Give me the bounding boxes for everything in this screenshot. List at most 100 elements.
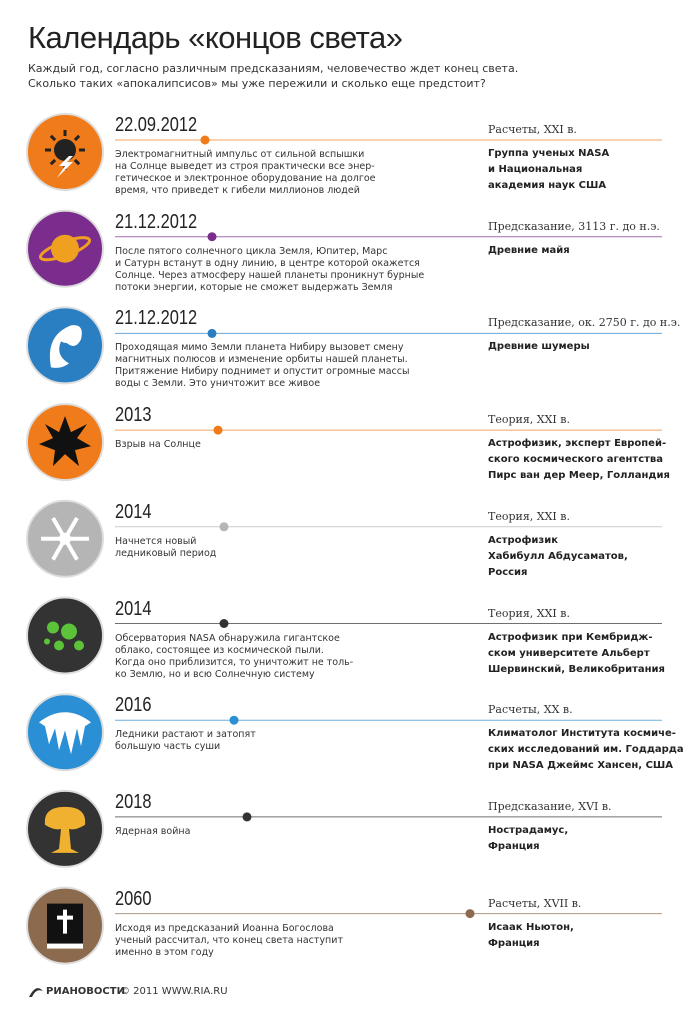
timeline-dot	[213, 425, 223, 435]
source: ском университете Альберт	[488, 647, 650, 659]
description: большую часть суши	[115, 741, 221, 753]
source: Нострадамус,	[488, 824, 569, 836]
description: Солнце. Через атмосферу нашей планеты пр…	[115, 269, 425, 281]
source-type: Предсказание, XVI в.	[488, 799, 612, 813]
description: ледниковый период	[115, 547, 217, 559]
title: Календарь «концов света»	[28, 20, 403, 55]
icon-glyph	[61, 623, 77, 640]
description: Взрыв на Солнце	[115, 439, 201, 451]
icon-glyph	[57, 156, 73, 178]
date: 21.12.2012	[115, 307, 198, 330]
logo-icon	[29, 988, 43, 997]
source: Франция	[488, 937, 540, 949]
description: облако, состоящее из космической пыли.	[115, 644, 324, 656]
timeline-dot	[242, 812, 252, 822]
source: ского космического агентства	[488, 454, 663, 466]
icon-glyph	[39, 416, 91, 467]
subtitle: Каждый год, согласно различным предсказа…	[28, 62, 519, 75]
description: Проходящая мимо Земли планета Нибиру выз…	[115, 342, 404, 354]
date: 2060	[115, 887, 152, 910]
icon-glyph	[49, 325, 82, 368]
icon-glyph	[39, 712, 91, 755]
date: 2013	[115, 404, 152, 427]
icon	[44, 621, 84, 651]
footer-logo: РИАНОВОСТИ	[46, 986, 125, 997]
subtitle: Сколько таких «апокалипсисов» мы уже пер…	[28, 77, 486, 90]
icon-glyph	[74, 640, 84, 651]
icon-glyph	[49, 134, 57, 142]
source: Климатолог Института космиче-	[488, 728, 676, 740]
date: 2018	[115, 790, 152, 813]
description: Когда оно приблизится, то уничтожит не т…	[115, 656, 354, 668]
source: академия наук США	[488, 180, 607, 191]
description: Обсерватория NASA обнаружила гигантское	[115, 632, 340, 644]
source: Шервинский, Великобритания	[488, 663, 665, 675]
source-type: Теория, XXI в.	[488, 413, 570, 427]
icon-glyph	[38, 236, 92, 262]
icon	[44, 806, 86, 853]
icon-glyph	[49, 158, 57, 166]
icon-glyph	[57, 909, 73, 934]
description: воды с Земли. Это уничтожит все живое	[115, 378, 321, 390]
icon	[47, 903, 83, 949]
source: Франция	[488, 840, 540, 852]
description: После пятого солнечного цикла Земля, Юпи…	[115, 245, 388, 257]
timeline-dot	[219, 619, 229, 628]
date: 2014	[115, 500, 152, 523]
source-type: Теория, XXI в.	[488, 606, 570, 620]
icon	[41, 517, 89, 561]
source: Группа ученых NASA	[488, 148, 610, 159]
description: Начнется новый	[115, 535, 197, 547]
description: и Сатурн встанут в одну линию, в центре …	[115, 257, 420, 269]
icon	[49, 325, 82, 368]
source: ских исследований им. Годдарда	[488, 744, 684, 756]
icon-glyph	[47, 943, 83, 949]
source: Астрофизик при Кембридж-	[488, 631, 653, 643]
description: ко Землю, но и всю Солнечную систему	[115, 668, 315, 680]
timeline-dot	[465, 909, 475, 919]
description: ученый рассчитал, что конец света наступ…	[115, 934, 343, 946]
source: Пирс ван дер Меер, Голландия	[488, 470, 670, 482]
description: Ледники растают и затопят	[115, 729, 256, 741]
source-type: Предсказание, 3113 г. до н.э.	[488, 219, 660, 233]
date: 2016	[115, 694, 152, 717]
description: на Солнце выведет из строя практически в…	[115, 161, 375, 172]
source-type: Расчеты, XVII в.	[488, 896, 582, 910]
description: потоки энергии, которые не сможет выдерж…	[115, 281, 393, 293]
icon	[45, 130, 85, 178]
description: именно в этом году	[115, 946, 214, 958]
date: 22.09.2012	[115, 114, 198, 136]
timeline-dot	[219, 522, 229, 532]
description: Электромагнитный импульс от сильной вспы…	[115, 149, 365, 160]
source: и Национальная	[488, 164, 583, 175]
icon-glyph	[73, 134, 81, 142]
icon-glyph	[44, 806, 86, 853]
source: Исаак Ньютон,	[488, 921, 574, 933]
icon-glyph	[51, 234, 79, 263]
timeline-dot	[207, 232, 217, 242]
icon	[38, 234, 92, 263]
date: 21.12.2012	[115, 210, 198, 233]
description: время, что приведет к гибели миллионов л…	[115, 185, 360, 196]
description: Исходя из предсказаний Иоанна Богослова	[115, 922, 334, 934]
source-type: Теория, XXI в.	[488, 509, 570, 523]
source: Хабибулл Абдусаматов,	[488, 550, 628, 562]
icon-glyph	[54, 139, 76, 161]
icon-glyph	[73, 158, 81, 166]
icon-glyph	[59, 532, 71, 545]
description: магнитных полюсов и изменение орбиты наш…	[115, 354, 408, 366]
source: Древние шумеры	[488, 341, 590, 353]
icon-glyph	[54, 640, 64, 651]
description: Ядерная война	[115, 825, 191, 837]
icon	[39, 712, 91, 755]
description: Притяжение Нибиру поднимет и опустит огр…	[115, 366, 410, 378]
icon	[39, 416, 91, 467]
source-type: Расчеты, XXI в.	[488, 123, 577, 136]
source: Древние майя	[488, 244, 570, 256]
icon-circle	[26, 693, 104, 772]
footer-text: © 2011 WWW.RIA.RU	[120, 986, 228, 997]
description: гетическое и электронное оборудование на…	[115, 173, 376, 184]
timeline-dot	[207, 328, 217, 338]
timeline-dot	[229, 715, 239, 725]
